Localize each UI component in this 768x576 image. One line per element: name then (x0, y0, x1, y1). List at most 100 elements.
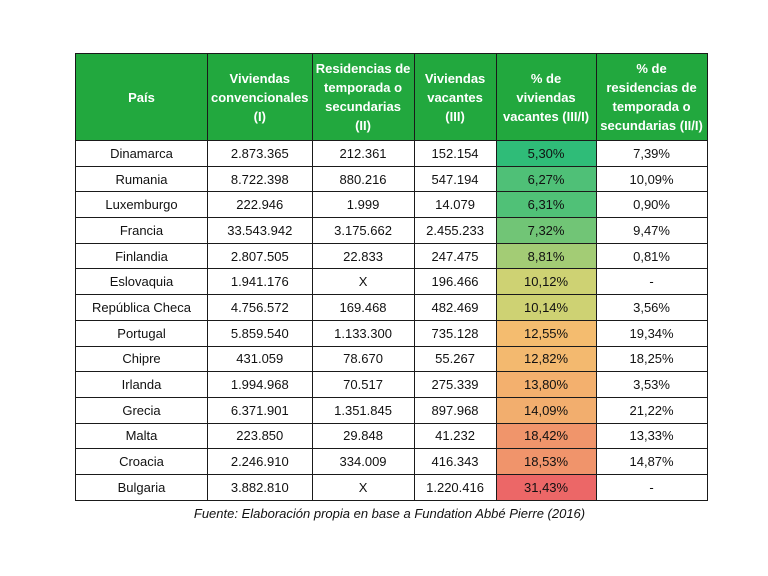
header-cell: % de viviendas vacantes (III/I) (495, 53, 597, 141)
vacant-dwellings-cell: 41.232 (413, 422, 497, 450)
conventional-dwellings-cell: 2.807.505 (207, 242, 313, 270)
country-cell: Croacia (75, 448, 208, 475)
vacancy-table: País Viviendas convencionales (I) Reside… (75, 53, 708, 501)
vacant-dwellings-cell: 275.339 (413, 371, 497, 398)
vacancy-rate-cell: 18,42% (495, 422, 597, 450)
vacancy-rate-cell: 18,53% (495, 448, 597, 475)
secondary-residences-cell: 29.848 (311, 422, 415, 450)
secondary-residences-cell: 334.009 (311, 448, 415, 475)
secondary-rate-cell: 9,47% (595, 217, 708, 244)
vacant-dwellings-cell: 735.128 (413, 319, 497, 347)
secondary-rate-cell: 7,39% (595, 140, 708, 167)
country-cell: Chipre (75, 345, 208, 373)
table-row: Rumania 8.722.398 880.216 547.194 6,27% 10,09… (75, 165, 708, 193)
secondary-residences-cell: 880.216 (311, 165, 415, 193)
vacant-dwellings-cell: 55.267 (413, 345, 497, 373)
header-cell: % de residencias de temporada o secundar… (595, 53, 708, 141)
header-cell: Viviendas convencionales (I) (207, 53, 313, 141)
vacancy-rate-cell: 31,43% (495, 473, 597, 501)
conventional-dwellings-cell: 4.756.572 (207, 294, 313, 321)
header-cell: País (75, 53, 208, 141)
header-row: País Viviendas convencionales (I) Reside… (75, 53, 708, 141)
conventional-dwellings-cell: 33.543.942 (207, 217, 313, 244)
header-cell: Residencias de temporada o secundarias (… (311, 53, 415, 141)
country-cell: Dinamarca (75, 140, 208, 167)
table-row: Grecia 6.371.901 1.351.845 897.968 14,09% 21,… (75, 396, 708, 424)
conventional-dwellings-cell: 1.941.176 (207, 268, 313, 296)
secondary-residences-cell: 1.133.300 (311, 319, 415, 347)
secondary-residences-cell: 212.361 (311, 140, 415, 167)
secondary-rate-cell: - (595, 473, 708, 501)
conventional-dwellings-cell: 5.859.540 (207, 319, 313, 347)
country-cell: Finlandia (75, 242, 208, 270)
conventional-dwellings-cell: 431.059 (207, 345, 313, 373)
table-row: Portugal 5.859.540 1.133.300 735.128 12,55% 1… (75, 319, 708, 347)
secondary-residences-cell: 78.670 (311, 345, 415, 373)
secondary-rate-cell: 14,87% (595, 448, 708, 475)
table-row: Irlanda 1.994.968 70.517 275.339 13,80% 3,53% (75, 371, 708, 398)
country-cell: Rumania (75, 165, 208, 193)
vacancy-rate-cell: 10,12% (495, 268, 597, 296)
table-row: Dinamarca 2.873.365 212.361 152.154 5,30% 7,3… (75, 140, 708, 167)
conventional-dwellings-cell: 1.994.968 (207, 371, 313, 398)
conventional-dwellings-cell: 3.882.810 (207, 473, 313, 501)
source-note: Fuente: Elaboración propia en base a Fun… (193, 506, 586, 521)
vacancy-rate-cell: 12,82% (495, 345, 597, 373)
secondary-rate-cell: 18,25% (595, 345, 708, 373)
secondary-rate-cell: 19,34% (595, 319, 708, 347)
country-cell: Grecia (75, 396, 208, 424)
secondary-residences-cell: X (311, 473, 415, 501)
table-row: República Checa 4.756.572 169.468 482.469 10… (75, 294, 708, 321)
vacancy-rate-cell: 13,80% (495, 371, 597, 398)
table-row: Luxemburgo 222.946 1.999 14.079 6,31% 0,90% (75, 191, 708, 219)
secondary-residences-cell: X (311, 268, 415, 296)
conventional-dwellings-cell: 2.873.365 (207, 140, 313, 167)
conventional-dwellings-cell: 8.722.398 (207, 165, 313, 193)
vacant-dwellings-cell: 416.343 (413, 448, 497, 475)
vacant-dwellings-cell: 2.455.233 (413, 217, 497, 244)
vacant-dwellings-cell: 897.968 (413, 396, 497, 424)
vacancy-rate-cell: 5,30% (495, 140, 597, 167)
secondary-residences-cell: 3.175.662 (311, 217, 415, 244)
secondary-residences-cell: 22.833 (311, 242, 415, 270)
table-row: Malta 223.850 29.848 41.232 18,42% 13,33% (75, 422, 708, 450)
table-row: Croacia 2.246.910 334.009 416.343 18,53% 14,8… (75, 448, 708, 475)
table-row: Eslovaquia 1.941.176 X 196.466 10,12% - (75, 268, 708, 296)
vacancy-rate-cell: 14,09% (495, 396, 597, 424)
header-cell: Viviendas vacantes (III) (413, 53, 497, 141)
vacant-dwellings-cell: 1.220.416 (413, 473, 497, 501)
secondary-rate-cell: 0,90% (595, 191, 708, 219)
secondary-residences-cell: 70.517 (311, 371, 415, 398)
vacant-dwellings-cell: 196.466 (413, 268, 497, 296)
country-cell: Malta (75, 422, 208, 450)
secondary-rate-cell: 3,56% (595, 294, 708, 321)
country-cell: Eslovaquia (75, 268, 208, 296)
conventional-dwellings-cell: 222.946 (207, 191, 313, 219)
vacancy-rate-cell: 12,55% (495, 319, 597, 347)
country-cell: Luxemburgo (75, 191, 208, 219)
vacancy-rate-cell: 7,32% (495, 217, 597, 244)
conventional-dwellings-cell: 223.850 (207, 422, 313, 450)
country-cell: Portugal (75, 319, 208, 347)
vacancy-rate-cell: 6,31% (495, 191, 597, 219)
secondary-residences-cell: 1.351.845 (311, 396, 415, 424)
country-cell: Irlanda (75, 371, 208, 398)
vacancy-rate-cell: 8,81% (495, 242, 597, 270)
secondary-rate-cell: 3,53% (595, 371, 708, 398)
secondary-residences-cell: 1.999 (311, 191, 415, 219)
table-row: Bulgaria 3.882.810 X 1.220.416 31,43% - (75, 473, 708, 501)
secondary-rate-cell: - (595, 268, 708, 296)
vacancy-rate-cell: 6,27% (495, 165, 597, 193)
country-cell: Bulgaria (75, 473, 208, 501)
country-cell: Francia (75, 217, 208, 244)
table-row: Francia 33.543.942 3.175.662 2.455.233 7,32%… (75, 217, 708, 244)
vacant-dwellings-cell: 482.469 (413, 294, 497, 321)
secondary-rate-cell: 0,81% (595, 242, 708, 270)
secondary-rate-cell: 13,33% (595, 422, 708, 450)
vacant-dwellings-cell: 247.475 (413, 242, 497, 270)
country-cell: República Checa (75, 294, 208, 321)
vacant-dwellings-cell: 547.194 (413, 165, 497, 193)
table-row: Finlandia 2.807.505 22.833 247.475 8,81% 0,81… (75, 242, 708, 270)
table-row: Chipre 431.059 78.670 55.267 12,82% 18,25% (75, 345, 708, 373)
vacant-dwellings-cell: 152.154 (413, 140, 497, 167)
